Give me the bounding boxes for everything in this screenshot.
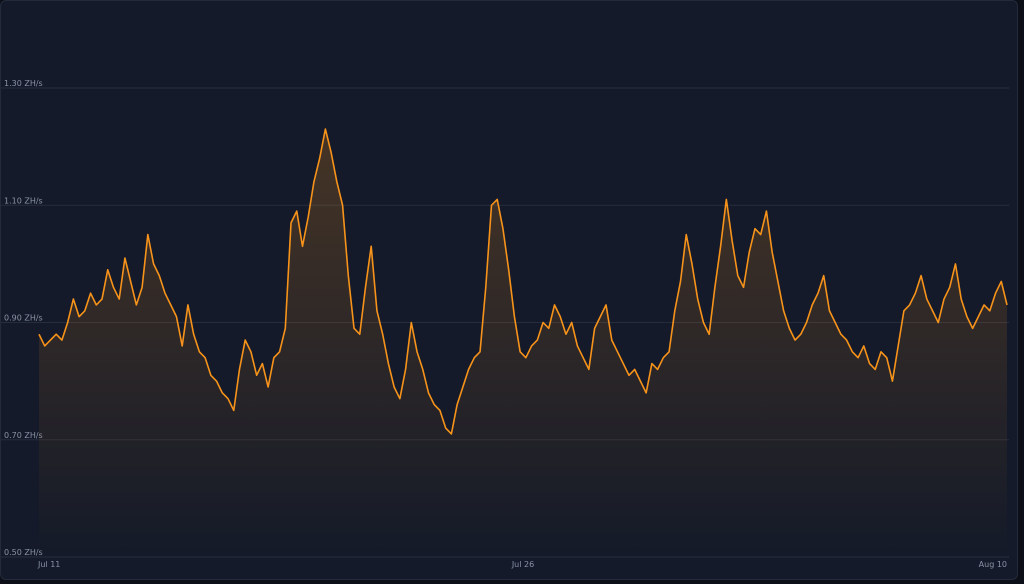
y-tick-label: 0.70 ZH/s [4, 431, 43, 440]
x-axis-ticks: Jul 11 Jul 26 Aug 10 [37, 560, 1007, 569]
x-tick-label: Aug 10 [979, 560, 1007, 569]
y-axis-ticks: 0.50 ZH/s 0.70 ZH/s 0.90 ZH/s 1.10 ZH/s 1.30… [4, 79, 43, 557]
series-area [39, 129, 1007, 558]
x-tick-label: Jul 11 [37, 560, 60, 569]
y-tick-label: 0.90 ZH/s [4, 314, 43, 323]
y-tick-label: 1.30 ZH/s [4, 79, 43, 88]
series-line [38, 128, 1008, 435]
y-tick-label: 1.10 ZH/s [4, 196, 43, 205]
y-tick-label: 0.50 ZH/s [4, 548, 43, 557]
x-tick-label: Jul 26 [511, 560, 534, 569]
